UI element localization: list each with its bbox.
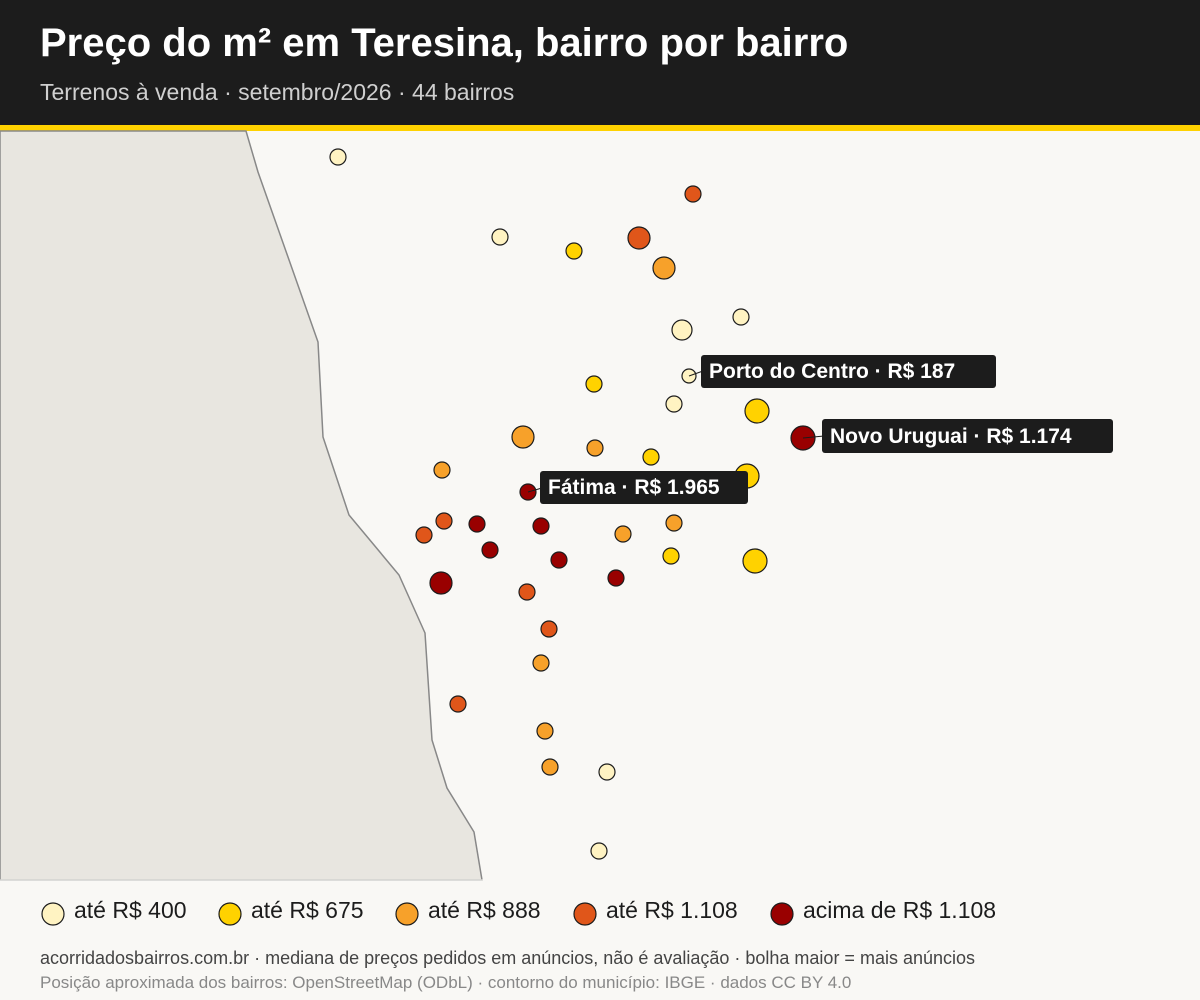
bubble bbox=[565, 242, 583, 260]
callout-box bbox=[822, 419, 1113, 453]
bubble bbox=[550, 551, 568, 569]
legend-swatch bbox=[573, 902, 597, 926]
bubble bbox=[590, 842, 608, 860]
bubble bbox=[642, 448, 660, 466]
bubble bbox=[607, 569, 625, 587]
legend-swatch bbox=[218, 902, 242, 926]
leader bbox=[527, 487, 543, 493]
header-bar bbox=[0, 0, 1200, 125]
bubble bbox=[329, 148, 347, 166]
bubble bbox=[468, 515, 486, 533]
legend: até R$ 400 até R$ 675 até R$ 888 até R$ 1.1… bbox=[41, 897, 996, 926]
leader bbox=[688, 370, 704, 377]
bubble bbox=[662, 547, 680, 565]
bubble bbox=[429, 571, 453, 595]
callout: Porto do Centro · R$ 187 bbox=[688, 355, 996, 388]
callout-text: Fátima · R$ 1.965 bbox=[548, 476, 720, 499]
bubble bbox=[598, 763, 616, 781]
legend-label: até R$ 400 bbox=[74, 897, 187, 923]
bubble bbox=[744, 398, 770, 424]
bubble bbox=[742, 548, 768, 574]
bubble bbox=[511, 425, 535, 449]
bubble bbox=[433, 461, 451, 479]
legend-label: até R$ 675 bbox=[251, 897, 364, 923]
bubble bbox=[665, 514, 683, 532]
land-outside bbox=[0, 130, 483, 881]
bubble bbox=[586, 439, 604, 457]
legend-label: até R$ 1.108 bbox=[606, 897, 738, 923]
bubble bbox=[541, 758, 559, 776]
bubble bbox=[435, 512, 453, 530]
footer-source: Posição aproximada dos bairros: OpenStre… bbox=[40, 973, 851, 992]
bubble bbox=[449, 695, 467, 713]
legend-label: até R$ 888 bbox=[428, 897, 541, 923]
bubble bbox=[540, 620, 558, 638]
bubble bbox=[532, 517, 550, 535]
footer-note: acorridadosbairros.com.br · mediana de p… bbox=[40, 948, 975, 968]
bubble bbox=[585, 375, 603, 393]
legend-label: acima de R$ 1.108 bbox=[803, 897, 996, 923]
bubble bbox=[665, 395, 683, 413]
callout: Novo Uruguai · R$ 1.174 bbox=[802, 419, 1113, 453]
bubble bbox=[627, 226, 651, 250]
callout: Fátima · R$ 1.965 bbox=[527, 471, 748, 504]
bubble bbox=[532, 654, 550, 672]
legend-swatch bbox=[395, 902, 419, 926]
bubble bbox=[732, 308, 750, 326]
legend-swatch bbox=[41, 902, 65, 926]
callout-text: Novo Uruguai · R$ 1.174 bbox=[830, 425, 1072, 448]
bubble bbox=[536, 722, 554, 740]
callout-text: Porto do Centro · R$ 187 bbox=[709, 360, 955, 383]
header-stripe bbox=[0, 125, 1200, 131]
title: Preço do m² em Teresina, bairro por bair… bbox=[40, 21, 848, 65]
bubble bbox=[671, 319, 693, 341]
bubbles bbox=[329, 148, 816, 860]
bubble bbox=[481, 541, 499, 559]
bubble bbox=[684, 185, 702, 203]
bubble bbox=[518, 583, 536, 601]
bubble bbox=[491, 228, 509, 246]
bubble bbox=[415, 526, 433, 544]
subtitle: Terrenos à venda · setembro/2026 · 44 ba… bbox=[40, 79, 514, 105]
callout-box bbox=[540, 471, 748, 504]
bubble bbox=[652, 256, 676, 280]
legend-swatch bbox=[770, 902, 794, 926]
leader bbox=[802, 435, 825, 439]
callout-box bbox=[701, 355, 996, 388]
bubble bbox=[614, 525, 632, 543]
